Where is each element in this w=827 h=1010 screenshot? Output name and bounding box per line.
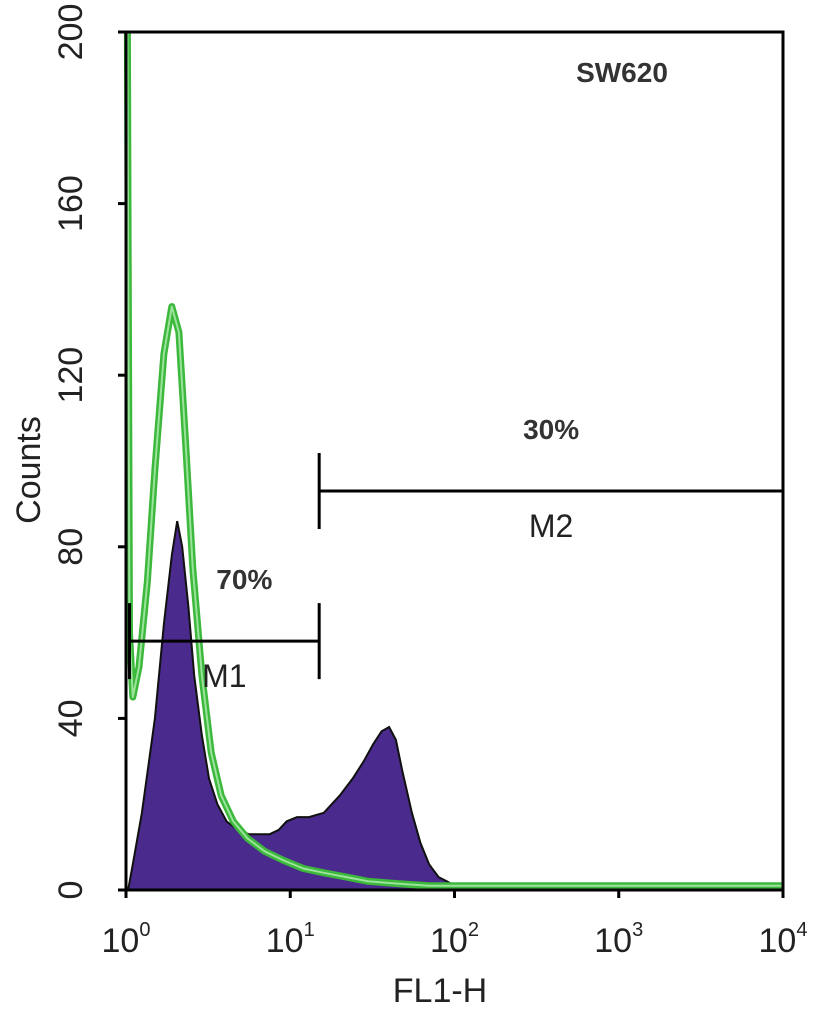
plot-frame (124, 30, 785, 892)
chart-title: SW620 (576, 57, 668, 88)
y-tick-label: 40 (52, 699, 90, 737)
outline-histogram-series (123, 31, 783, 890)
tick-layer: 0 40 80 120 160 200 100 101 102 103 104 (52, 4, 807, 960)
x-tick-label: 101 (266, 919, 315, 960)
y-tick-label: 120 (52, 347, 90, 404)
marker-m1-label: M1 (202, 658, 246, 694)
x-tick-label: 103 (594, 919, 643, 960)
y-tick-label: 160 (52, 175, 90, 232)
marker-m1-percent: 70% (216, 564, 272, 595)
series-layer (123, 31, 783, 891)
x-tick-label: 102 (430, 919, 479, 960)
marker-m2-percent: 30% (523, 414, 579, 445)
filled-histogram-series (126, 520, 783, 891)
x-tick-label: 100 (102, 919, 151, 960)
y-tick-label: 200 (52, 4, 90, 61)
y-axis-title: Counts (10, 416, 48, 524)
x-axis-title: FL1-H (393, 972, 487, 1010)
marker-m2-label: M2 (529, 508, 573, 544)
x-tick-label: 104 (759, 919, 808, 960)
marker-layer: M1 70% M2 30% (127, 414, 785, 694)
y-tick-label: 80 (52, 528, 90, 566)
outline-histogram-highlight (126, 31, 783, 887)
y-tick-label: 0 (52, 881, 90, 900)
